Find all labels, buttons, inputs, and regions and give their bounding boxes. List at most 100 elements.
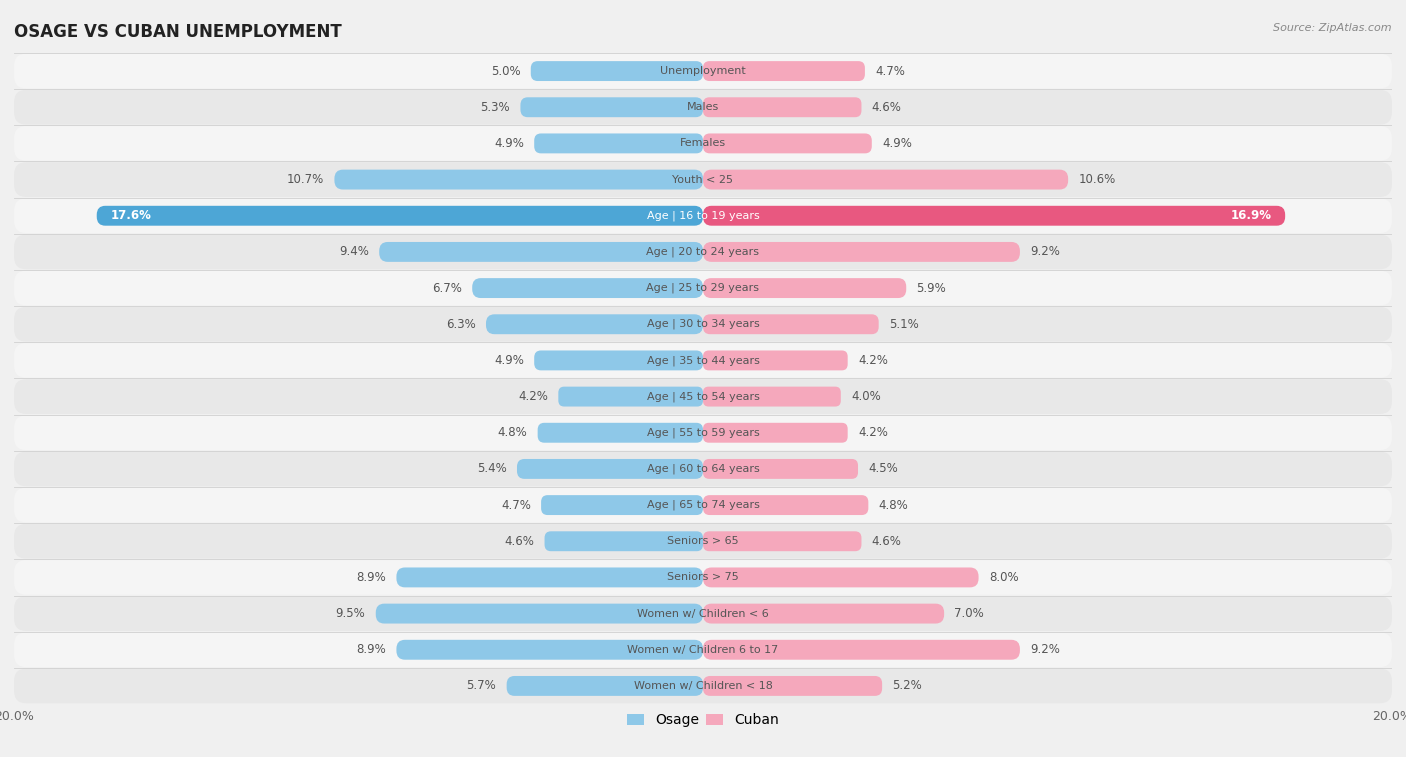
FancyBboxPatch shape <box>534 350 703 370</box>
Text: Age | 30 to 34 years: Age | 30 to 34 years <box>647 319 759 329</box>
FancyBboxPatch shape <box>486 314 703 334</box>
Text: 5.7%: 5.7% <box>467 680 496 693</box>
Text: 4.7%: 4.7% <box>501 499 531 512</box>
FancyBboxPatch shape <box>14 343 1392 378</box>
Text: 16.9%: 16.9% <box>1230 209 1271 223</box>
Text: 4.8%: 4.8% <box>498 426 527 439</box>
FancyBboxPatch shape <box>703 531 862 551</box>
Text: 9.2%: 9.2% <box>1031 245 1060 258</box>
Text: 4.2%: 4.2% <box>858 354 887 367</box>
FancyBboxPatch shape <box>14 416 1392 450</box>
FancyBboxPatch shape <box>380 242 703 262</box>
Text: Females: Females <box>681 139 725 148</box>
FancyBboxPatch shape <box>703 459 858 479</box>
Text: 4.2%: 4.2% <box>519 390 548 403</box>
FancyBboxPatch shape <box>14 235 1392 269</box>
FancyBboxPatch shape <box>703 603 945 624</box>
FancyBboxPatch shape <box>531 61 703 81</box>
FancyBboxPatch shape <box>544 531 703 551</box>
Text: 4.0%: 4.0% <box>851 390 882 403</box>
FancyBboxPatch shape <box>703 350 848 370</box>
Text: 17.6%: 17.6% <box>111 209 152 223</box>
FancyBboxPatch shape <box>703 242 1019 262</box>
FancyBboxPatch shape <box>14 632 1392 667</box>
FancyBboxPatch shape <box>506 676 703 696</box>
FancyBboxPatch shape <box>14 54 1392 89</box>
FancyBboxPatch shape <box>14 198 1392 233</box>
FancyBboxPatch shape <box>14 126 1392 160</box>
FancyBboxPatch shape <box>14 162 1392 197</box>
FancyBboxPatch shape <box>335 170 703 189</box>
Text: 10.7%: 10.7% <box>287 173 323 186</box>
Text: 5.3%: 5.3% <box>481 101 510 114</box>
FancyBboxPatch shape <box>517 459 703 479</box>
FancyBboxPatch shape <box>703 98 862 117</box>
Text: 4.9%: 4.9% <box>882 137 912 150</box>
Text: Age | 16 to 19 years: Age | 16 to 19 years <box>647 210 759 221</box>
Text: Women w/ Children 6 to 17: Women w/ Children 6 to 17 <box>627 645 779 655</box>
FancyBboxPatch shape <box>14 488 1392 522</box>
FancyBboxPatch shape <box>14 90 1392 125</box>
Text: Age | 45 to 54 years: Age | 45 to 54 years <box>647 391 759 402</box>
Text: 5.9%: 5.9% <box>917 282 946 294</box>
FancyBboxPatch shape <box>558 387 703 407</box>
Text: 8.9%: 8.9% <box>356 571 387 584</box>
FancyBboxPatch shape <box>703 640 1019 659</box>
Text: 5.1%: 5.1% <box>889 318 918 331</box>
Text: 9.4%: 9.4% <box>339 245 368 258</box>
FancyBboxPatch shape <box>703 61 865 81</box>
FancyBboxPatch shape <box>14 379 1392 414</box>
Text: Youth < 25: Youth < 25 <box>672 175 734 185</box>
FancyBboxPatch shape <box>537 423 703 443</box>
Text: Males: Males <box>688 102 718 112</box>
FancyBboxPatch shape <box>520 98 703 117</box>
FancyBboxPatch shape <box>14 452 1392 486</box>
Text: 4.9%: 4.9% <box>494 354 524 367</box>
FancyBboxPatch shape <box>703 278 907 298</box>
Text: 5.2%: 5.2% <box>893 680 922 693</box>
Text: 9.2%: 9.2% <box>1031 643 1060 656</box>
Text: 4.5%: 4.5% <box>869 463 898 475</box>
FancyBboxPatch shape <box>14 307 1392 341</box>
FancyBboxPatch shape <box>375 603 703 624</box>
Text: 4.6%: 4.6% <box>872 534 901 548</box>
Text: Age | 60 to 64 years: Age | 60 to 64 years <box>647 464 759 474</box>
Text: 4.9%: 4.9% <box>494 137 524 150</box>
Text: Source: ZipAtlas.com: Source: ZipAtlas.com <box>1274 23 1392 33</box>
Text: Age | 20 to 24 years: Age | 20 to 24 years <box>647 247 759 257</box>
Text: 4.7%: 4.7% <box>875 64 905 77</box>
Text: Age | 65 to 74 years: Age | 65 to 74 years <box>647 500 759 510</box>
FancyBboxPatch shape <box>396 568 703 587</box>
FancyBboxPatch shape <box>14 271 1392 305</box>
Text: 4.8%: 4.8% <box>879 499 908 512</box>
FancyBboxPatch shape <box>14 597 1392 631</box>
Text: Unemployment: Unemployment <box>661 66 745 76</box>
FancyBboxPatch shape <box>14 668 1392 703</box>
FancyBboxPatch shape <box>14 524 1392 559</box>
Text: 4.2%: 4.2% <box>858 426 887 439</box>
Text: 5.4%: 5.4% <box>477 463 506 475</box>
FancyBboxPatch shape <box>703 387 841 407</box>
Legend: Osage, Cuban: Osage, Cuban <box>621 708 785 733</box>
Text: 8.0%: 8.0% <box>988 571 1018 584</box>
FancyBboxPatch shape <box>703 568 979 587</box>
Text: 6.3%: 6.3% <box>446 318 475 331</box>
Text: 4.6%: 4.6% <box>872 101 901 114</box>
FancyBboxPatch shape <box>703 206 1285 226</box>
FancyBboxPatch shape <box>541 495 703 515</box>
FancyBboxPatch shape <box>703 495 869 515</box>
FancyBboxPatch shape <box>703 133 872 154</box>
FancyBboxPatch shape <box>703 676 882 696</box>
Text: Seniors > 75: Seniors > 75 <box>666 572 740 582</box>
FancyBboxPatch shape <box>472 278 703 298</box>
Text: 7.0%: 7.0% <box>955 607 984 620</box>
Text: Age | 55 to 59 years: Age | 55 to 59 years <box>647 428 759 438</box>
Text: Seniors > 65: Seniors > 65 <box>668 536 738 547</box>
Text: Age | 35 to 44 years: Age | 35 to 44 years <box>647 355 759 366</box>
Text: 6.7%: 6.7% <box>432 282 461 294</box>
FancyBboxPatch shape <box>97 206 703 226</box>
Text: 4.6%: 4.6% <box>505 534 534 548</box>
Text: Women w/ Children < 18: Women w/ Children < 18 <box>634 681 772 691</box>
Text: Age | 25 to 29 years: Age | 25 to 29 years <box>647 283 759 293</box>
FancyBboxPatch shape <box>396 640 703 659</box>
